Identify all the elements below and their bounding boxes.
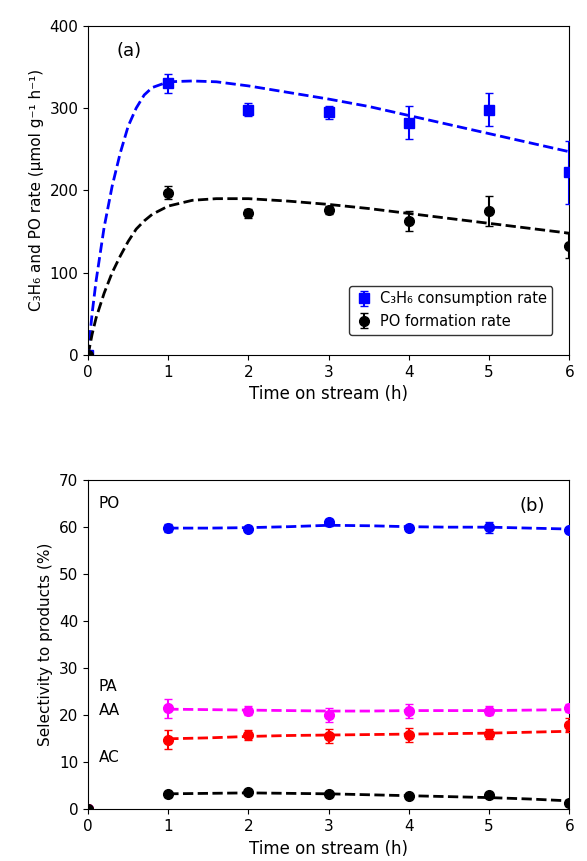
X-axis label: Time on stream (h): Time on stream (h) <box>249 839 408 858</box>
Y-axis label: Selectivity to products (%): Selectivity to products (%) <box>38 543 53 746</box>
Y-axis label: C₃H₆ and PO rate (μmol g⁻¹ h⁻¹): C₃H₆ and PO rate (μmol g⁻¹ h⁻¹) <box>29 70 44 312</box>
Text: AA: AA <box>99 703 120 717</box>
Text: AC: AC <box>99 750 119 765</box>
Text: (b): (b) <box>520 497 545 515</box>
Text: (a): (a) <box>117 42 142 60</box>
Text: PO: PO <box>99 496 120 511</box>
X-axis label: Time on stream (h): Time on stream (h) <box>249 386 408 403</box>
Legend: C₃H₆ consumption rate, PO formation rate: C₃H₆ consumption rate, PO formation rate <box>349 286 552 335</box>
Text: PA: PA <box>99 679 117 694</box>
